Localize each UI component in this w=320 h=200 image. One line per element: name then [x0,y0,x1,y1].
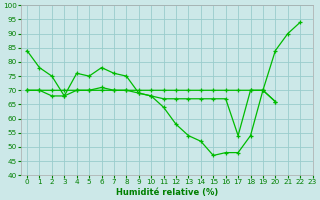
X-axis label: Humidité relative (%): Humidité relative (%) [116,188,218,197]
